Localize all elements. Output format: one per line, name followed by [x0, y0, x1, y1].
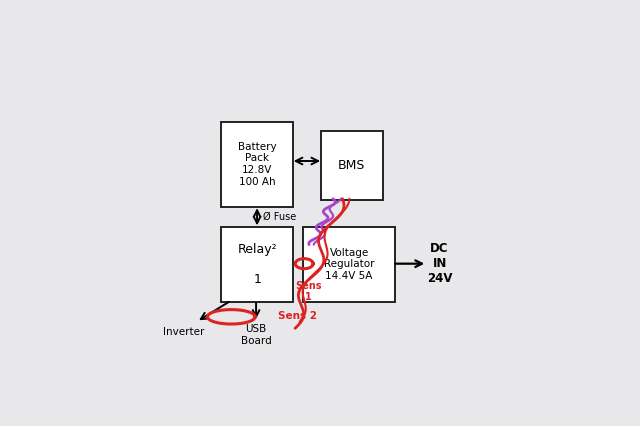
FancyBboxPatch shape [221, 227, 293, 302]
FancyBboxPatch shape [321, 132, 383, 200]
Text: Sens
1: Sens 1 [295, 281, 321, 302]
FancyBboxPatch shape [303, 227, 395, 302]
Text: Inverter: Inverter [163, 327, 205, 337]
Text: Relay²

1: Relay² 1 [237, 243, 277, 286]
FancyBboxPatch shape [221, 122, 293, 207]
Text: BMS: BMS [338, 159, 365, 173]
Text: Battery
Pack
12.8V
100 Ah: Battery Pack 12.8V 100 Ah [238, 142, 276, 187]
Text: Voltage
Regulator
14.4V 5A: Voltage Regulator 14.4V 5A [324, 248, 374, 281]
Text: DC
IN
24V: DC IN 24V [427, 242, 452, 285]
Text: USB
Board: USB Board [241, 324, 271, 345]
Text: Ø Fuse: Ø Fuse [262, 212, 296, 222]
Text: Sens 2: Sens 2 [278, 311, 317, 321]
